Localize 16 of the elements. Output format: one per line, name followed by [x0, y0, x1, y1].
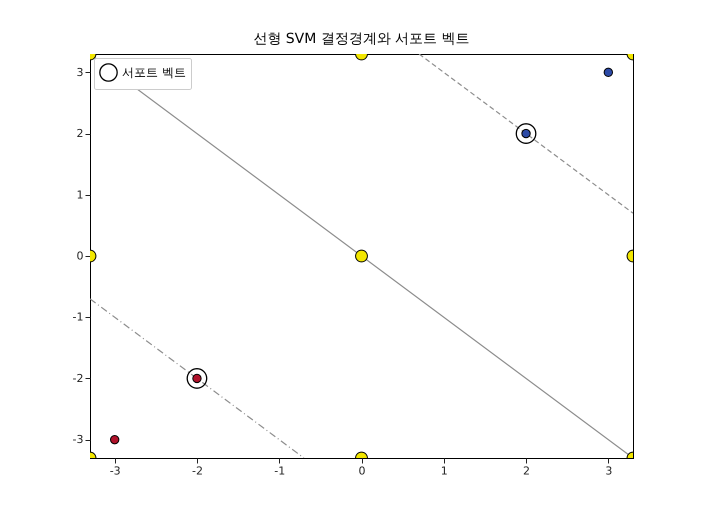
x-tick-label: 2 — [523, 464, 530, 478]
y-tick-label: -2 — [72, 372, 84, 385]
legend-label: 서포트 벡트 — [122, 66, 186, 80]
y-tick-label: -3 — [72, 433, 84, 446]
x-tick-label: -2 — [192, 464, 203, 478]
x-tick-label: -3 — [110, 464, 121, 478]
y-tick-label: 3 — [76, 66, 84, 79]
chart-title: 선형 SVM 결정경계와 서포트 벡트 — [253, 31, 470, 47]
y-tick-label: 0 — [76, 250, 84, 262]
x-tick-label: 1 — [440, 464, 448, 478]
y-tick-label: 1 — [76, 188, 84, 202]
x-tick-label: -1 — [274, 464, 286, 478]
y-tick-label: -1 — [72, 310, 84, 324]
y-tick-label: 2 — [76, 127, 84, 140]
x-tick-label: 0 — [358, 464, 366, 478]
x-tick-label: 3 — [605, 464, 612, 478]
